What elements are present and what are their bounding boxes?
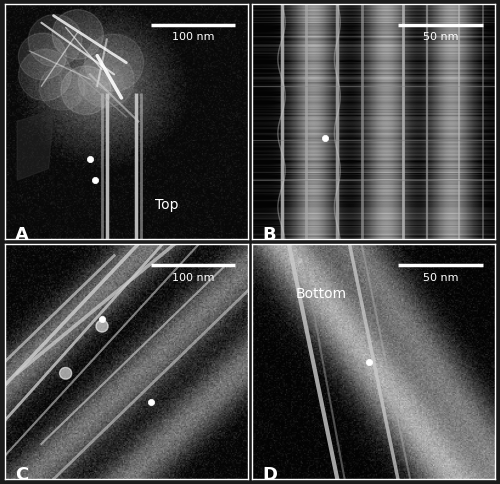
Circle shape <box>78 54 134 108</box>
Polygon shape <box>17 110 54 181</box>
Circle shape <box>18 50 72 101</box>
Text: D: D <box>262 465 277 483</box>
Circle shape <box>60 368 72 379</box>
Circle shape <box>84 35 144 92</box>
Text: Top: Top <box>156 197 179 212</box>
Circle shape <box>61 67 111 115</box>
Text: C: C <box>14 465 28 483</box>
Text: 50 nm: 50 nm <box>422 272 458 282</box>
Circle shape <box>96 321 108 333</box>
Text: Bottom: Bottom <box>296 287 347 301</box>
Circle shape <box>18 34 66 80</box>
Circle shape <box>28 15 82 68</box>
Text: 50 nm: 50 nm <box>422 32 458 43</box>
Text: A: A <box>14 226 28 243</box>
Text: 100 nm: 100 nm <box>172 272 214 282</box>
Text: 100 nm: 100 nm <box>172 32 214 43</box>
Circle shape <box>40 67 84 111</box>
Circle shape <box>52 11 104 60</box>
Text: B: B <box>262 226 276 243</box>
